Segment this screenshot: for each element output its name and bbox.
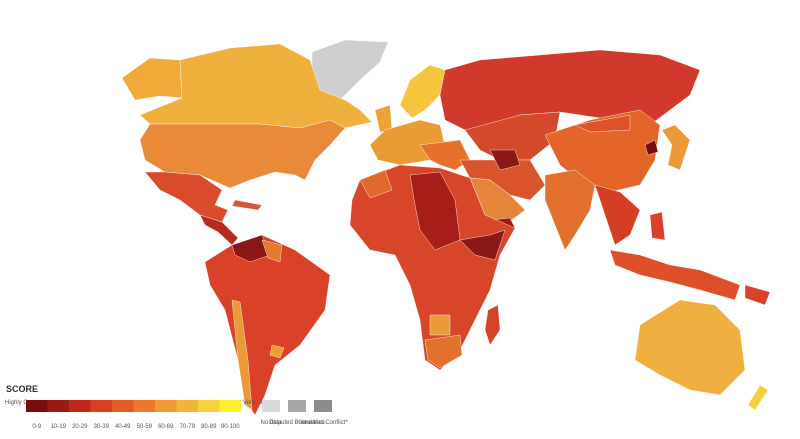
legend-other-label: Disputed Boundaries [269,420,325,426]
india [544,169,596,251]
legend-swatch [133,400,155,412]
legend-range-label: 60-69 [158,424,174,430]
legend-title: SCORE [6,384,38,394]
legend-range-label: 30-39 [94,424,110,430]
north-korea [644,139,659,156]
mongolia [574,114,631,133]
iceland-uk [374,104,393,133]
legend: SCORE Highly Corrupt Very Clean 0-9 10-19… [5,384,348,430]
legend-swatch [176,400,198,412]
central-asia [464,111,561,161]
south-africa [424,334,463,369]
legend-swatch [26,400,48,412]
canada [139,43,373,129]
legend-swatch [198,400,220,412]
uruguay [269,344,285,359]
south-america [204,234,331,416]
scandinavia [399,64,446,119]
south-sudan-somalia [459,229,506,261]
caribbean [231,199,263,211]
legend-range-label: 70-79 [180,424,196,430]
papua-new-guinea [744,284,771,306]
greenland [311,39,389,101]
southern-europe [419,139,471,171]
legend-other-label: No data [260,420,282,426]
chile [231,299,253,411]
venezuela [231,234,271,263]
legend-swatch [155,400,177,412]
countries [121,39,771,416]
legend-swatch [112,400,134,412]
legend-range-label: 40-49 [115,424,131,430]
australia [634,299,746,396]
legend-high-label: Very Clean [243,400,272,406]
madagascar [484,304,501,346]
legend-other-swatch [262,400,280,412]
russia [439,49,701,131]
legend-range-label: 0-9 [32,424,41,430]
legend-range-label: 80-89 [201,424,217,430]
legend-other-label: Unsettled Conflict* [298,420,348,426]
mexico [144,171,229,223]
legend-other-swatch [314,400,332,412]
legend-range-label: 50-59 [137,424,153,430]
libya-sudan [409,171,461,251]
legend-other-swatch [288,400,306,412]
indonesia [609,249,741,301]
morocco [359,169,393,199]
legend-swatch [90,400,112,412]
alaska [121,57,183,101]
botswana [429,314,451,336]
legend-range-label: 20-29 [72,424,88,430]
guianas [261,239,283,263]
iraq-syria [489,149,521,171]
legend-swatch [219,400,241,412]
korea-japan [661,124,691,171]
philippines [649,211,666,241]
legend-range-label: 10-19 [51,424,67,430]
southeast-asia [594,184,641,246]
legend-low-label: Highly Corrupt [5,400,44,406]
legend-swatch [69,400,91,412]
legend-range-label: 90-100 [221,424,240,430]
new-zealand [747,384,769,411]
legend-swatch [47,400,69,412]
usa [139,119,346,189]
